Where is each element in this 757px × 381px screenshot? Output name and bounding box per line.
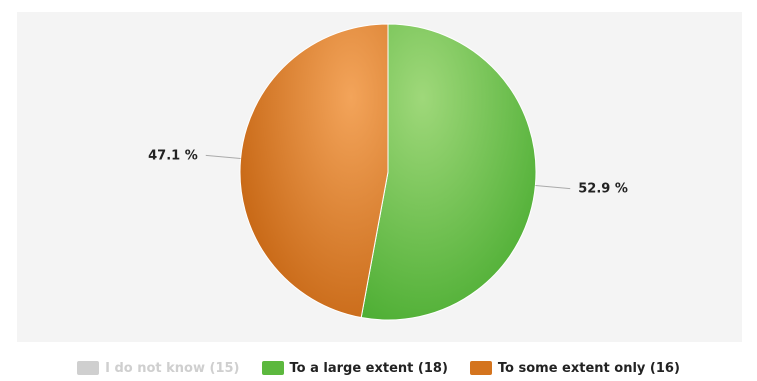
legend-item-3[interactable]: To some extent only (16)	[469, 360, 680, 376]
legend-swatch	[261, 361, 284, 375]
label-connector-1	[535, 184, 571, 190]
data-label-1: 52.9 %	[578, 182, 628, 197]
legend-item-1[interactable]: I do not know (15)	[77, 360, 240, 376]
pie-slice-1[interactable]	[360, 23, 537, 321]
data-label-2: 47.1 %	[148, 148, 198, 163]
legend-swatch	[469, 361, 492, 375]
legend: I do not know (15) To a large extent (18)…	[0, 357, 757, 379]
legend-swatch	[77, 361, 100, 375]
legend-label: I do not know (15)	[105, 360, 240, 376]
legend-item-2[interactable]: To a large extent (18)	[261, 360, 448, 376]
label-connector-2	[205, 154, 241, 160]
pie-slice-2[interactable]	[239, 23, 389, 319]
legend-label: To some extent only (16)	[497, 360, 680, 376]
legend-label: To a large extent (18)	[289, 360, 448, 376]
